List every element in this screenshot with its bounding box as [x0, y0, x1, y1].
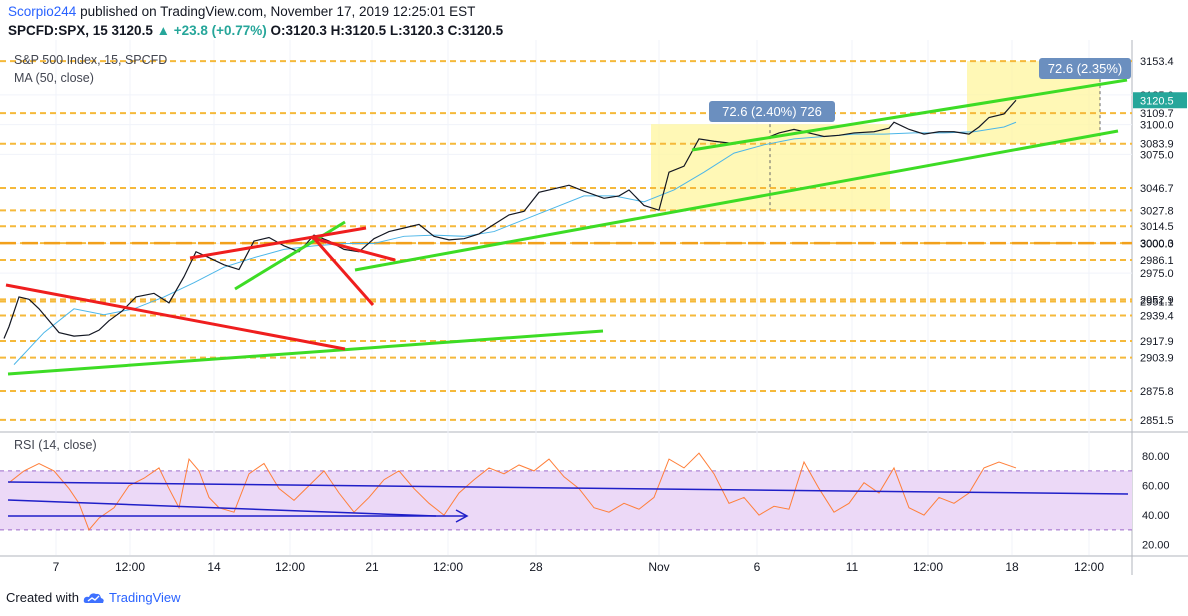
price-change: ▲ +23.8 (+0.77%) — [156, 23, 267, 38]
level-label: 3083.9 — [1140, 139, 1174, 151]
rsi-tick-label: 80.00 — [1142, 451, 1170, 463]
tradingview-brand-link[interactable]: TradingView — [108, 590, 181, 605]
measure-label-1: 72.6 (2.40%) 726 — [722, 104, 822, 119]
ma-line — [13, 121, 1017, 365]
time-tick-label: 12:00 — [433, 560, 463, 574]
rsi-trendline-top — [7, 481, 1129, 495]
level-label: 2875.8 — [1140, 386, 1174, 398]
time-tick-label: 12:00 — [275, 560, 305, 574]
publish-line: Scorpio244 published on TradingView.com,… — [8, 4, 475, 19]
green-trendline-small — [234, 220, 346, 291]
price-tick-label: 3075.0 — [1140, 149, 1174, 161]
rsi-band — [0, 470, 1132, 530]
rsi-tick-label: 20.00 — [1142, 540, 1170, 552]
green-trendline-upper — [691, 78, 1128, 152]
price-tick-label: 3000.0 — [1140, 238, 1174, 250]
measure-label-2: 72.6 (2.35%) — [1048, 61, 1122, 76]
time-tick-label: Nov — [648, 560, 669, 574]
footer: Created with TradingView — [6, 590, 181, 605]
level-label: 2903.9 — [1140, 353, 1174, 365]
price-tick-label: 2975.0 — [1140, 268, 1174, 280]
time-tick-label: 11 — [846, 560, 859, 574]
price-tick-label: 3100.0 — [1140, 120, 1174, 132]
rsi-arrowhead — [455, 509, 469, 523]
time-tick-label: 18 — [1005, 560, 1019, 574]
main-legend-title: S&P 500 Index, 15, SPCFD — [14, 53, 168, 67]
red-trendline-wedge-mid — [311, 236, 396, 262]
red-trendline-wedge-steep — [310, 235, 375, 306]
last-price-marker — [1133, 92, 1187, 109]
rsi-tick-label: 60.00 — [1142, 481, 1170, 493]
tradingview-cloud-icon — [83, 592, 104, 603]
published-text: published on TradingView.com, November 1… — [80, 4, 476, 19]
level-label: 2951.1 — [1140, 297, 1174, 309]
level-label: 3153.4 — [1140, 56, 1174, 68]
measure-label-2-bg — [1039, 58, 1131, 79]
red-trendline-wedge-top — [189, 226, 367, 260]
time-tick-label: 14 — [207, 560, 221, 574]
time-tick-label: 12:00 — [1074, 560, 1104, 574]
level-label: 3046.7 — [1140, 183, 1174, 195]
level-label: 2986.1 — [1140, 255, 1174, 267]
time-tick-label: 28 — [529, 560, 543, 574]
last-price-label: 3120.5 — [1140, 95, 1174, 107]
level-label: 2917.9 — [1140, 336, 1174, 348]
level-label: 2851.5 — [1140, 415, 1174, 427]
time-tick-label: 12:00 — [913, 560, 943, 574]
time-tick-label: 6 — [754, 560, 761, 574]
level-label: 3000.3 — [1140, 238, 1174, 250]
rsi-legend: RSI (14, close) — [14, 438, 97, 452]
author-link[interactable]: Scorpio244 — [8, 4, 77, 19]
ticker-symbol-price: SPCFD:SPX, 15 3120.5 — [8, 23, 153, 38]
ticker-line: SPCFD:SPX, 15 3120.5 ▲ +23.8 (+0.77%) O:… — [8, 23, 503, 38]
ma-legend: MA (50, close) — [14, 71, 94, 85]
red-trendline-long — [5, 283, 346, 351]
level-label: 2939.4 — [1140, 310, 1174, 322]
rsi-line — [8, 452, 1017, 531]
price-line — [3, 99, 1017, 339]
green-trendline-middle — [354, 129, 1119, 272]
measure-label-1-bg — [709, 101, 835, 122]
level-label: 3014.5 — [1140, 221, 1174, 233]
ohlc-values: O:3120.3 H:3120.5 L:3120.3 C:3120.5 — [270, 23, 504, 38]
level-label: 2952.9 — [1140, 294, 1174, 306]
level-label: 3109.7 — [1140, 108, 1174, 120]
level-label: 3027.8 — [1140, 205, 1174, 217]
rsi-tick-label: 40.00 — [1142, 510, 1170, 522]
created-with-text: Created with — [6, 590, 79, 605]
green-trendline-bottom — [7, 329, 604, 376]
rsi-trendline-lower — [7, 499, 437, 517]
time-tick-label: 12:00 — [115, 560, 145, 574]
time-tick-label: 7 — [53, 560, 60, 574]
time-tick-label: 21 — [365, 560, 379, 574]
